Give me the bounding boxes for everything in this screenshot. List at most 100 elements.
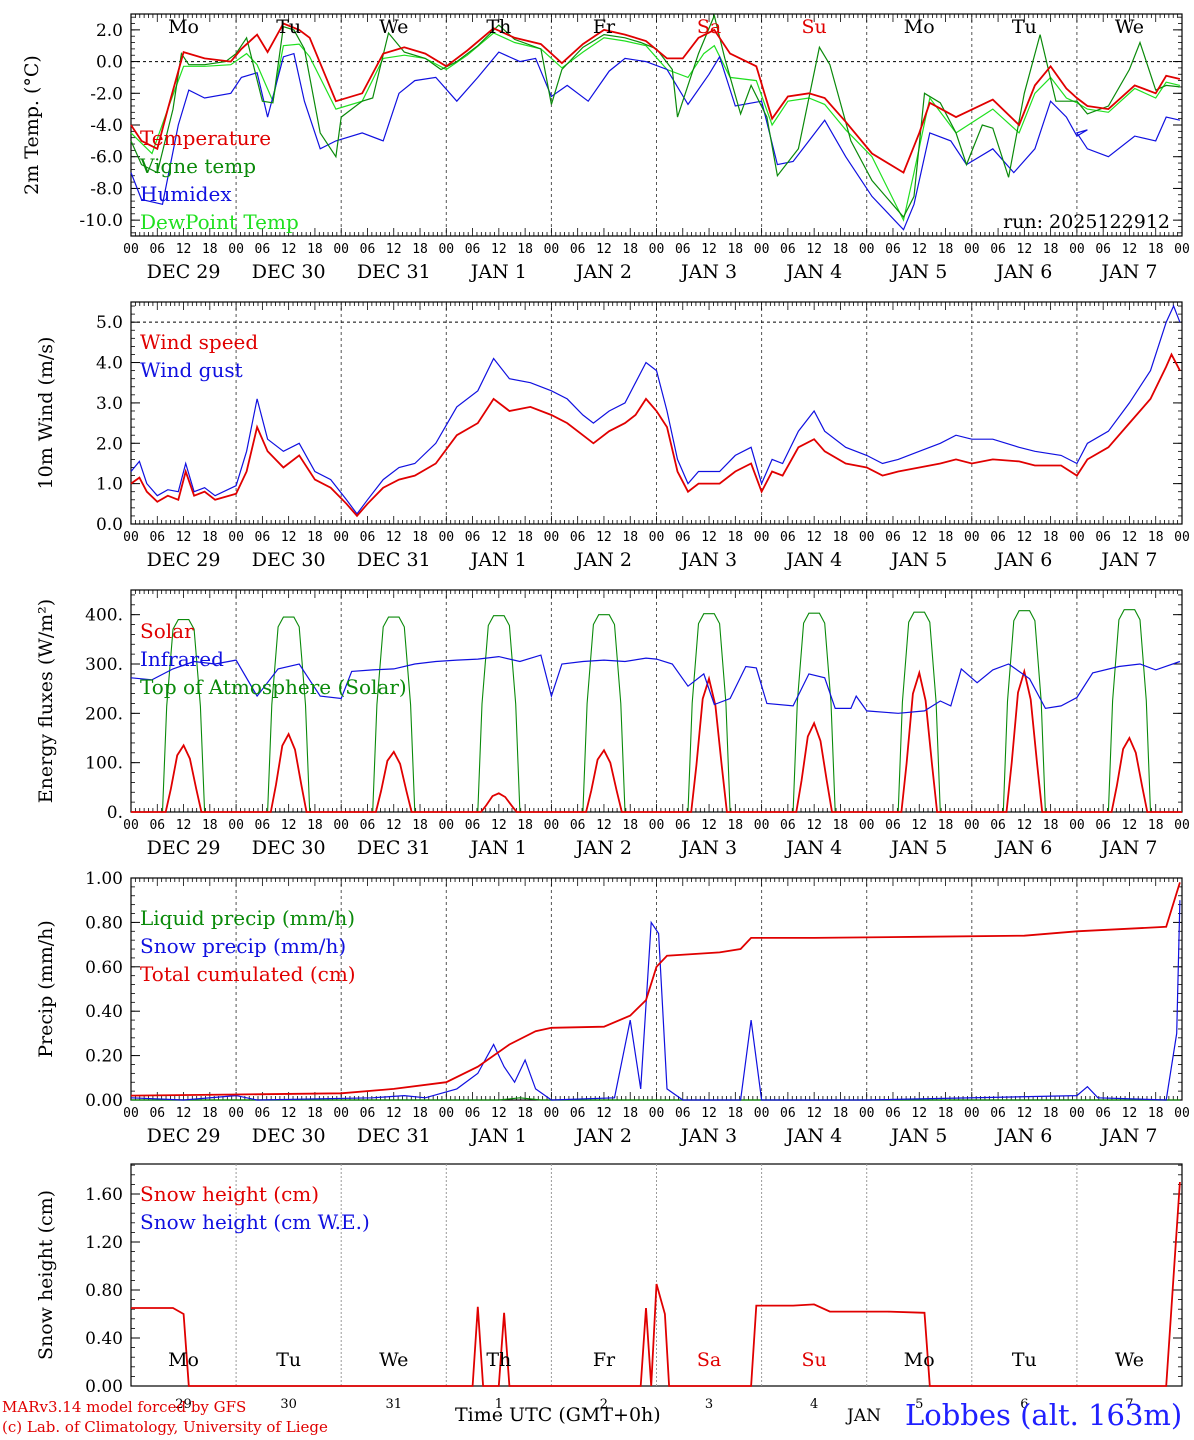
- legend-wind-gust: Wind gust: [140, 358, 243, 382]
- hour-tick-label: 18: [622, 530, 638, 545]
- hour-tick-label: 12: [911, 1106, 927, 1121]
- hour-tick-label: 06: [675, 818, 691, 833]
- hour-tick-label: 18: [833, 530, 849, 545]
- hour-tick-label: 18: [938, 818, 954, 833]
- date-label: JAN 6: [994, 261, 1052, 283]
- hour-tick-label: 00: [1174, 818, 1190, 833]
- hour-tick-label: 06: [255, 242, 271, 257]
- day-name: Tu: [276, 16, 301, 38]
- hour-tick-label: 18: [938, 242, 954, 257]
- legend-snow-height-cm-: Snow height (cm): [140, 1182, 319, 1206]
- y-tick-label: 3.0: [96, 394, 123, 414]
- hour-tick-label: 18: [517, 242, 533, 257]
- y-axis-label: Energy fluxes (W/m²): [35, 599, 57, 803]
- hour-tick-label: 00: [544, 1106, 560, 1121]
- y-tick-label: 0.20: [85, 1047, 123, 1067]
- hour-tick-label: 06: [1095, 530, 1111, 545]
- hour-tick-label: 12: [491, 1106, 507, 1121]
- hour-tick-label: 12: [1017, 530, 1033, 545]
- y-tick-label: 200.: [85, 704, 123, 724]
- panel-4: 00 06 12 18 00 06 12 18 00 06 12 18 00 06 12 18 00 06 12 18…: [35, 869, 1190, 1147]
- day-name: Fr: [593, 16, 616, 38]
- hour-tick-label: 12: [491, 530, 507, 545]
- hour-tick-label: 06: [990, 1106, 1006, 1121]
- hour-tick-label: 18: [727, 1106, 743, 1121]
- hour-tick-label: 00: [964, 818, 980, 833]
- day-name: Tu: [276, 1349, 301, 1371]
- hour-tick-label: 12: [596, 1106, 612, 1121]
- series-line-liquid-precip-mm-h-: [131, 1097, 1180, 1101]
- hour-tick-label: 18: [622, 242, 638, 257]
- day-name: Mo: [904, 16, 935, 38]
- hour-tick-label: 00: [1069, 242, 1085, 257]
- x-axis-title: Time UTC (GMT+0h): [455, 1404, 661, 1426]
- bottom-day-number: 1: [495, 1397, 503, 1412]
- date-label: JAN 6: [994, 837, 1052, 859]
- hour-tick-label: 06: [149, 1106, 165, 1121]
- hour-tick-label: 12: [596, 530, 612, 545]
- hour-tick-label: 06: [360, 1106, 376, 1121]
- hour-tick-label: 12: [386, 1106, 402, 1121]
- hour-tick-label: 12: [1122, 1106, 1138, 1121]
- date-label: JAN 6: [994, 549, 1052, 571]
- hour-tick-label: 00: [1069, 818, 1085, 833]
- day-name: Sa: [697, 16, 721, 38]
- date-label: JAN 1: [469, 261, 527, 283]
- hour-tick-label: 06: [675, 242, 691, 257]
- legend-liquid-precip-mm-h-: Liquid precip (mm/h): [140, 906, 355, 930]
- hour-tick-label: 18: [1043, 242, 1059, 257]
- legend-solar: Solar: [140, 619, 194, 643]
- hour-tick-label: 06: [885, 1106, 901, 1121]
- hour-tick-label: 00: [964, 242, 980, 257]
- date-label: DEC 29: [147, 837, 221, 859]
- hour-tick-label: 12: [491, 818, 507, 833]
- hour-tick-label: 06: [465, 1106, 481, 1121]
- hour-tick-label: 06: [780, 818, 796, 833]
- hour-tick-label: 18: [307, 242, 323, 257]
- y-axis-label: Snow height (cm): [35, 1190, 57, 1360]
- date-label: JAN 1: [469, 1125, 527, 1147]
- hour-tick-label: 12: [701, 1106, 717, 1121]
- hour-tick-label: 12: [386, 242, 402, 257]
- legend-temperature: Temperature: [140, 126, 271, 150]
- hour-tick-label: 18: [727, 242, 743, 257]
- hour-tick-label: 00: [754, 530, 770, 545]
- hour-tick-label: 00: [859, 242, 875, 257]
- hour-tick-label: 06: [675, 530, 691, 545]
- y-tick-label: 2.0: [96, 21, 123, 41]
- hour-tick-label: 18: [202, 242, 218, 257]
- hour-tick-label: 12: [281, 818, 297, 833]
- y-tick-label: 0.40: [85, 1329, 123, 1349]
- series-line-solar: [131, 667, 1182, 813]
- hour-tick-label: 00: [438, 1106, 454, 1121]
- hour-tick-label: 12: [1017, 242, 1033, 257]
- date-label: JAN 4: [784, 549, 842, 571]
- hour-tick-label: 00: [123, 818, 139, 833]
- bottom-day-number: 31: [385, 1397, 402, 1412]
- series-line-snow-height-cm-: [131, 1181, 1181, 1387]
- hour-tick-label: 12: [911, 242, 927, 257]
- day-name: Th: [486, 16, 511, 38]
- hour-tick-label: 00: [649, 242, 665, 257]
- hour-tick-label: 18: [202, 530, 218, 545]
- day-name: We: [1115, 1349, 1144, 1371]
- series-line-wind-speed: [130, 352, 1181, 518]
- hour-tick-label: 06: [990, 242, 1006, 257]
- y-tick-label: 1.20: [85, 1233, 123, 1253]
- hour-tick-label: 00: [754, 1106, 770, 1121]
- hour-tick-label: 06: [675, 1106, 691, 1121]
- date-label: DEC 30: [252, 837, 326, 859]
- hour-tick-label: 18: [412, 1106, 428, 1121]
- date-label: DEC 29: [147, 549, 221, 571]
- bottom-day-number: 5: [915, 1397, 923, 1412]
- hour-tick-label: 00: [228, 242, 244, 257]
- day-name: We: [379, 1349, 408, 1371]
- model-credit: MARv3.14 model forced by GFS: [2, 1398, 247, 1416]
- date-label: JAN 3: [679, 261, 737, 283]
- date-label: JAN 3: [679, 837, 737, 859]
- bottom-day-number: 29: [175, 1397, 192, 1412]
- hour-tick-label: 18: [938, 530, 954, 545]
- hour-tick-label: 06: [570, 242, 586, 257]
- hour-tick-label: 18: [517, 818, 533, 833]
- hour-tick-label: 18: [727, 530, 743, 545]
